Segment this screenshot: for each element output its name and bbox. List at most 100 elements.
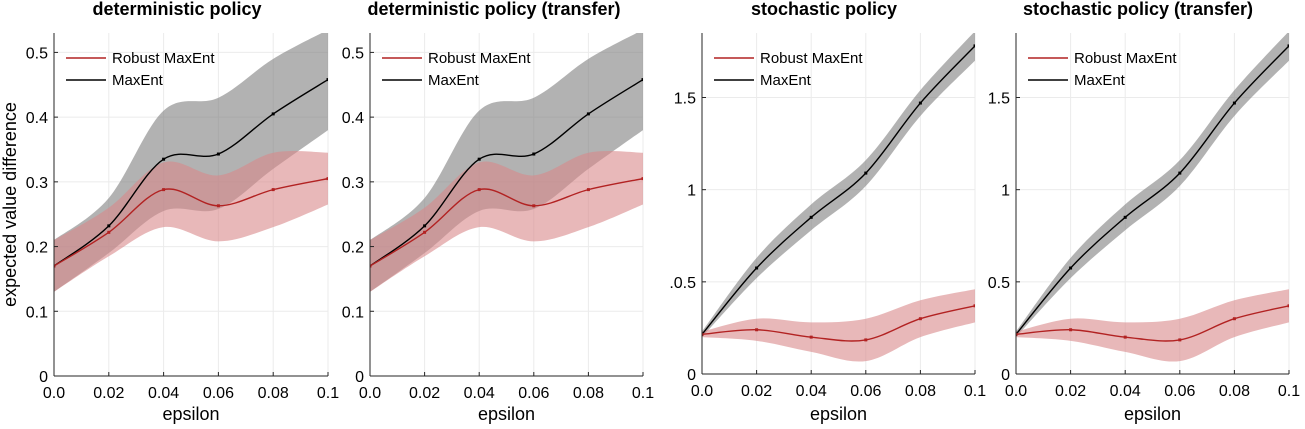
data-point-robust-maxent bbox=[271, 188, 275, 192]
y-tick-label: 0.5 bbox=[26, 45, 48, 62]
x-tick-label: 0.06 bbox=[203, 385, 234, 402]
x-tick-label: 0.1 bbox=[632, 385, 654, 402]
y-tick-label: 0.1 bbox=[26, 304, 48, 321]
x-tick-label: 0.04 bbox=[464, 385, 495, 402]
legend-label: MaxEnt bbox=[1074, 72, 1126, 89]
data-point-robust-maxent bbox=[1232, 317, 1236, 321]
x-tick-label: 0.02 bbox=[741, 383, 772, 400]
data-point-maxent bbox=[864, 171, 868, 175]
confidence-band-maxent bbox=[702, 33, 975, 338]
x-axis-label: epsilon bbox=[810, 404, 867, 424]
data-point-maxent bbox=[918, 101, 922, 105]
legend: Robust MaxEnt MaxEnt bbox=[1028, 50, 1177, 89]
legend-label: MaxEnt bbox=[112, 72, 164, 89]
x-tick-label: 0.0 bbox=[691, 383, 713, 400]
data-point-maxent bbox=[1123, 215, 1127, 219]
data-point-robust-maxent bbox=[1178, 338, 1182, 342]
data-point-maxent bbox=[1069, 266, 1073, 270]
confidence-band-robust-maxent bbox=[370, 151, 643, 292]
x-tick-label: 0.02 bbox=[409, 385, 440, 402]
y-tick-label: 0.3 bbox=[342, 175, 364, 192]
y-tick-label: 0.2 bbox=[26, 240, 48, 257]
data-point-robust-maxent bbox=[641, 177, 643, 181]
x-tick-label: 0.04 bbox=[1110, 383, 1141, 400]
x-axis-label: epsilon bbox=[162, 404, 219, 424]
x-tick-label: 0.04 bbox=[796, 383, 827, 400]
x-tick-label: 0.06 bbox=[1164, 383, 1195, 400]
legend: Robust MaxEnt MaxEnt bbox=[382, 50, 531, 89]
data-point-robust-maxent bbox=[918, 317, 922, 321]
y-tick-label: 0.4 bbox=[26, 110, 48, 127]
legend-label: Robust MaxEnt bbox=[1074, 50, 1177, 67]
data-point-maxent bbox=[586, 112, 590, 116]
legend-label: Robust MaxEnt bbox=[112, 50, 215, 67]
plot-area bbox=[1016, 33, 1289, 362]
data-point-maxent bbox=[216, 152, 220, 156]
data-point-robust-maxent bbox=[1069, 328, 1073, 332]
y-tick-label: 0.2 bbox=[342, 240, 364, 257]
y-tick-label: 1.5 bbox=[988, 91, 1010, 108]
data-point-maxent bbox=[641, 78, 643, 82]
series-line-maxent bbox=[1016, 45, 1289, 335]
chart-title: stochastic policy (transfer) bbox=[1023, 0, 1253, 19]
data-point-maxent bbox=[107, 224, 111, 228]
series-line-robust-maxent bbox=[702, 305, 975, 342]
data-point-maxent bbox=[532, 152, 536, 156]
x-tick-label: 0.0 bbox=[43, 385, 65, 402]
data-point-maxent bbox=[271, 112, 275, 116]
x-tick-label: 0.08 bbox=[1219, 383, 1250, 400]
x-tick-label: 0.1 bbox=[317, 385, 339, 402]
data-point-robust-maxent bbox=[162, 188, 166, 192]
confidence-band-robust-maxent bbox=[54, 151, 328, 292]
plot-area bbox=[370, 33, 643, 292]
data-point-robust-maxent bbox=[809, 335, 813, 339]
data-point-maxent bbox=[326, 78, 328, 82]
series-line-robust-maxent bbox=[1016, 305, 1289, 342]
data-point-maxent bbox=[477, 157, 481, 161]
y-tick-label: .0.5 bbox=[669, 275, 696, 292]
data-point-robust-maxent bbox=[370, 264, 372, 268]
data-point-maxent bbox=[1178, 171, 1182, 175]
confidence-band-maxent bbox=[1016, 33, 1289, 338]
data-point-robust-maxent bbox=[216, 204, 220, 208]
y-tick-label: 0.3 bbox=[26, 175, 48, 192]
chart-title: deterministic policy bbox=[92, 0, 261, 19]
data-point-robust-maxent bbox=[107, 230, 111, 234]
data-point-robust-maxent bbox=[423, 230, 427, 234]
y-tick-label: 1 bbox=[1001, 183, 1010, 200]
y-tick-label: 1.5 bbox=[674, 91, 696, 108]
x-tick-label: 0.0 bbox=[359, 385, 381, 402]
y-tick-label: 0 bbox=[1001, 367, 1010, 384]
legend-label: Robust MaxEnt bbox=[428, 50, 531, 67]
data-point-robust-maxent bbox=[864, 338, 868, 342]
series-line-maxent bbox=[54, 79, 328, 267]
data-point-robust-maxent bbox=[755, 328, 759, 332]
y-axis-label: expected value difference bbox=[0, 102, 20, 307]
data-point-robust-maxent bbox=[702, 332, 704, 336]
x-tick-label: 0.0 bbox=[1005, 383, 1027, 400]
x-tick-label: 0.1 bbox=[964, 383, 986, 400]
x-tick-label: 0.02 bbox=[93, 385, 124, 402]
x-tick-label: 0.08 bbox=[573, 385, 604, 402]
confidence-band-robust-maxent bbox=[702, 289, 975, 362]
data-point-maxent bbox=[162, 157, 166, 161]
legend: Robust MaxEnt MaxEnt bbox=[714, 50, 863, 89]
y-tick-label: 1 bbox=[687, 183, 696, 200]
data-point-maxent bbox=[755, 266, 759, 270]
panel-4: 0.0 0.02 0.04 0.06 0.08 0.1 0 0.5 1 1.5 stochastic… bbox=[988, 0, 1300, 424]
legend: Robust MaxEnt MaxEnt bbox=[66, 50, 215, 89]
x-tick-label: 0.06 bbox=[850, 383, 881, 400]
data-point-robust-maxent bbox=[1287, 304, 1289, 308]
panel-2: 0.0 0.02 0.04 0.06 0.08 0.1 0 0.1 0.2 0.3 0.4 0.5 de… bbox=[342, 0, 654, 424]
x-tick-label: 0.1 bbox=[1278, 383, 1300, 400]
series-line-maxent bbox=[702, 45, 975, 335]
data-point-robust-maxent bbox=[532, 204, 536, 208]
data-point-maxent bbox=[1232, 101, 1236, 105]
data-point-maxent bbox=[973, 44, 975, 48]
data-point-robust-maxent bbox=[477, 188, 481, 192]
legend-label: Robust MaxEnt bbox=[760, 50, 863, 67]
legend-label: MaxEnt bbox=[760, 72, 812, 89]
y-tick-label: 0.1 bbox=[342, 304, 364, 321]
data-point-robust-maxent bbox=[326, 177, 328, 181]
chart-title: stochastic policy bbox=[751, 0, 897, 19]
